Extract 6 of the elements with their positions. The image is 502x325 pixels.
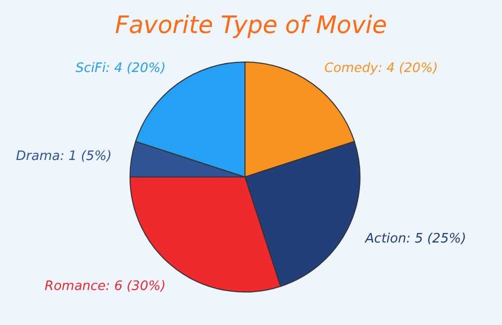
slice-label: Romance: 6 (30%): [44, 279, 166, 294]
slice-label: SciFi: 4 (20%): [76, 60, 166, 76]
slice-label: Action: 5 (25%): [364, 231, 466, 246]
slice-label: Drama: 1 (5%): [16, 148, 112, 164]
chart-title: Favorite Type of Movie: [115, 11, 387, 39]
slice-label: Comedy: 4 (20%): [324, 60, 438, 76]
